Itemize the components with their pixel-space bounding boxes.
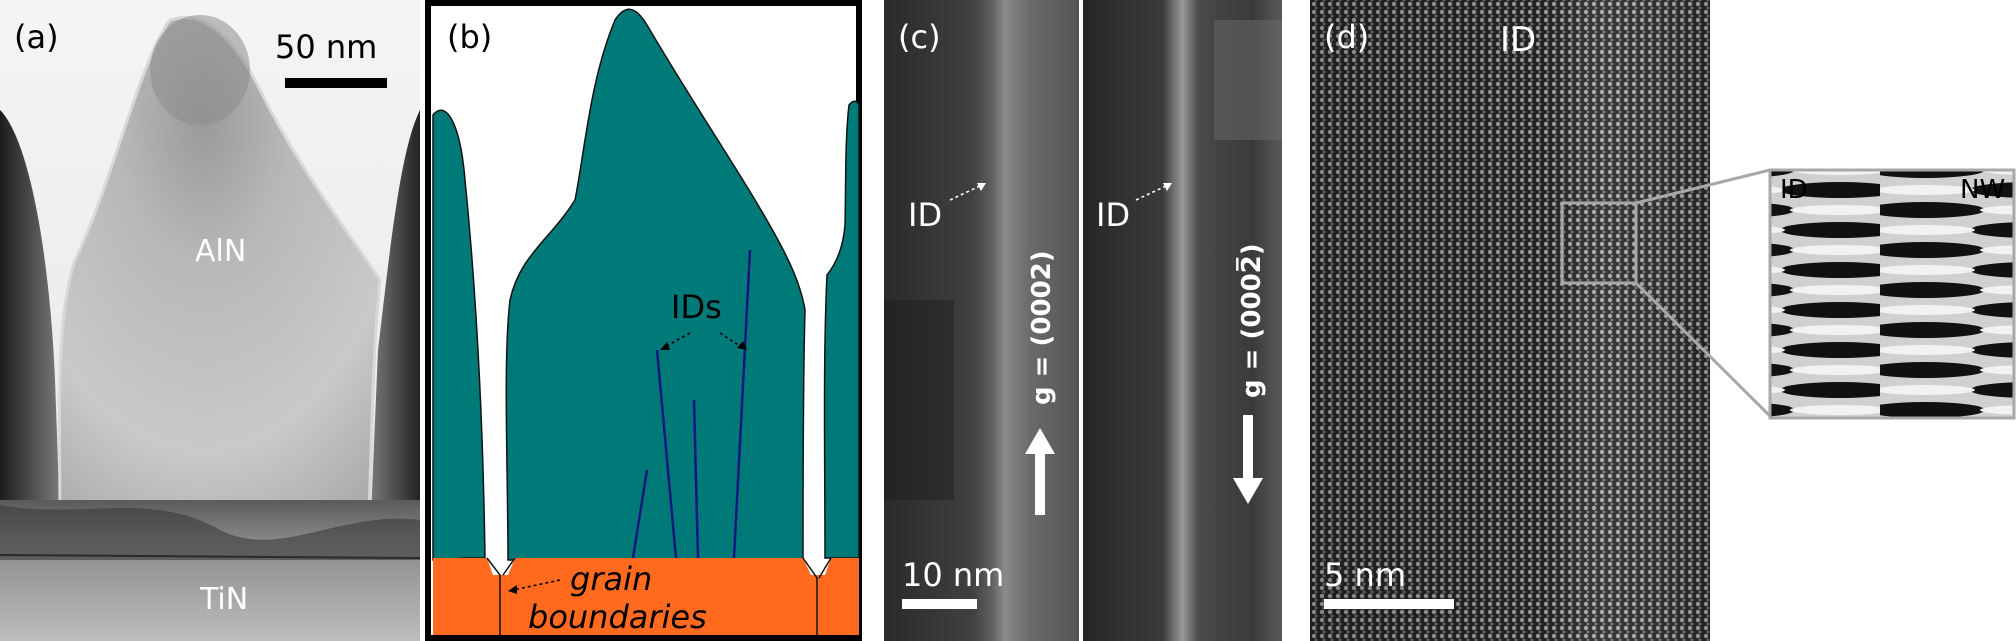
zoom-connector-top: [1635, 168, 1771, 205]
g-vector-label-right: g = (0002̅): [1234, 243, 1267, 398]
defect-line-2: [692, 399, 700, 559]
scale-bar-c-label: 10 nm: [902, 556, 1005, 594]
panel-c-divider: [1079, 0, 1083, 641]
id-label-left: ID: [908, 196, 943, 234]
zoom-region-box: [1560, 201, 1638, 285]
grain-boundaries-label-line1: grain: [570, 560, 653, 598]
right-grain-teal: [823, 100, 860, 559]
zoom-inset: [1770, 170, 2014, 418]
panel-a-letter: (a): [14, 18, 59, 56]
aln-label: AlN: [195, 234, 247, 269]
inset-nw-label: NW: [1960, 175, 2006, 205]
defect-line-3: [732, 249, 752, 559]
tin-substrate-orange: [433, 558, 859, 635]
panel-c-darkfield: g = (0002) g = (0002̅) (c) ID ID 10 nm: [884, 0, 1282, 641]
g-arrow-up-shaft: [1035, 450, 1045, 515]
defect-line-4: [631, 469, 649, 559]
panel-b-schematic: (b) IDs grain boundaries: [425, 0, 862, 641]
tin-label: TiN: [200, 582, 249, 617]
panel-d-letter: (d): [1324, 18, 1370, 56]
panel-b-letter: (b): [447, 18, 493, 56]
grain-boundary-right: [802, 557, 818, 635]
panel-a-micrograph: [0, 0, 420, 641]
ids-arrow-right: [719, 332, 744, 349]
id-label-d: ID: [1500, 20, 1537, 60]
panel-d-hrtem: (d) ID ID NW 5 nm: [1310, 0, 2016, 641]
scale-bar-d-label: 5 nm: [1324, 556, 1406, 594]
panel-a-tem-image: (a) 50 nm AlN TiN: [0, 0, 420, 641]
g-arrow-down-head: [1233, 478, 1263, 504]
grain-boundary-arrow: [512, 579, 561, 591]
left-grain-teal: [432, 109, 486, 561]
defect-line-1: [655, 349, 678, 559]
grain-boundary-left: [486, 557, 501, 635]
inset-id-label: ID: [1780, 175, 1808, 205]
g-vector-label-left: g = (0002): [1027, 250, 1057, 405]
right-grain: [370, 110, 420, 540]
scale-bar-a: [285, 78, 387, 88]
panel-d-lattice: [1310, 0, 2016, 641]
scale-bar-d: [1324, 599, 1454, 609]
id-label-right: ID: [1096, 196, 1131, 234]
scale-bar-c: [902, 599, 977, 609]
panel-c-letter: (c): [898, 18, 941, 56]
ids-label: IDs: [671, 288, 722, 326]
zoom-connector-bottom: [1634, 281, 1772, 418]
main-grain-teal: [505, 8, 806, 561]
panel-b-drawing: [425, 0, 862, 641]
g-arrow-down-shaft: [1243, 415, 1253, 480]
scale-bar-a-label: 50 nm: [275, 28, 378, 66]
g-arrow-up-head: [1025, 428, 1055, 454]
left-grain: [0, 110, 60, 530]
grain-boundaries-label-line2: boundaries: [528, 598, 707, 636]
panel-c-micrographs: g = (0002) g = (0002̅): [884, 0, 1282, 641]
